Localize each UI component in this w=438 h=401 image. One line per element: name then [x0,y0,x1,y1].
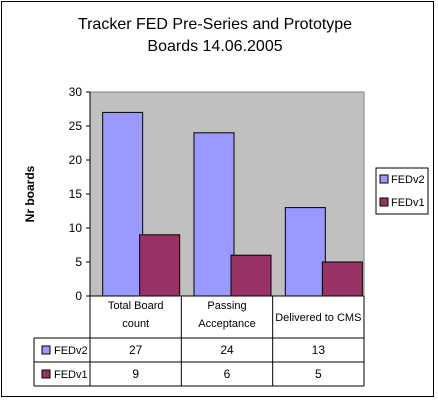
bar-fedv2-0 [102,111,144,297]
y-tick-label: 20 [69,153,83,167]
legend-label: FEDv1 [391,197,425,209]
table-legend-key-fedv2 [41,345,51,355]
table-value: 24 [220,343,234,357]
category-label: count [122,318,149,330]
table-series-label: FEDv1 [54,369,88,381]
category-label: Total Board [108,300,164,312]
table-legend-key-fedv1 [41,369,51,379]
y-axis-title: Nr boards [23,165,37,222]
chart-title-line2: Boards 14.06.2005 [147,38,283,55]
table-value: 13 [312,343,326,357]
chart-title-line1: Tracker FED Pre-Series and Prototype [77,16,353,33]
category-label: Acceptance [198,318,255,330]
y-tick-label: 30 [69,85,83,99]
table-value: 27 [129,343,143,357]
table-series-label: FEDv2 [54,345,88,357]
bar-fedv2-2 [284,207,326,297]
bar-fedv1-2 [321,261,363,297]
y-tick-label: 10 [69,221,83,235]
y-tick-label: 15 [69,187,83,201]
table-value: 5 [315,367,322,381]
y-tick-label: 0 [75,289,82,303]
table-value: 6 [224,367,231,381]
bar-fedv2-1 [193,132,235,297]
legend-label: FEDv2 [391,174,425,186]
y-tick-label: 25 [69,119,83,133]
legend-key-fedv2 [379,174,389,184]
category-label: Passing [207,300,246,312]
bar-fedv1-0 [139,234,181,297]
category-label: Delivered to CMS [275,312,361,324]
bar-fedv1-1 [230,254,272,297]
legend-key-fedv1 [379,197,389,207]
y-tick-label: 5 [75,255,82,269]
table-value: 9 [132,367,139,381]
